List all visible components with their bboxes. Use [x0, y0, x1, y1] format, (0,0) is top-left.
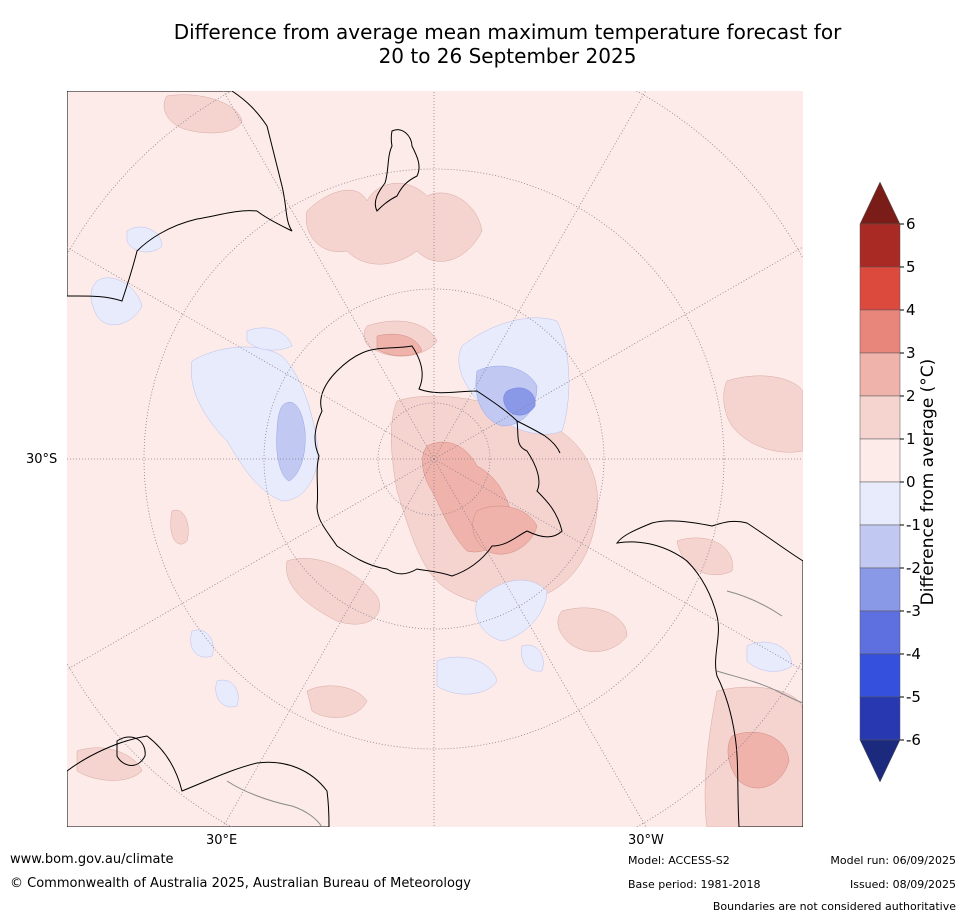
colorbar-tick-label: 3	[906, 344, 916, 362]
graticule	[67, 91, 803, 827]
chart-title: Difference from average mean maximum tem…	[80, 20, 935, 68]
footer-disclaimer: Boundaries are not considered authoritat…	[712, 900, 956, 913]
colorbar	[859, 182, 904, 782]
footer-model-run: Model run: 06/09/2025	[830, 854, 956, 867]
footer-website: www.bom.gov.au/climate	[10, 852, 174, 867]
colorbar-bin	[859, 610, 901, 655]
colorbar-tick-label: 6	[906, 215, 916, 233]
colorbar-bin	[859, 438, 901, 483]
anomaly-2-to-3-regions	[376, 333, 790, 789]
colorbar-tick-label: 2	[906, 387, 916, 405]
colorbar-bin	[859, 567, 901, 612]
footer-copyright: © Commonwealth of Australia 2025, Austra…	[10, 876, 471, 891]
colorbar-label: Difference from average (°C)	[918, 358, 938, 606]
anomaly-minus3-to-minus2-regions	[503, 387, 536, 416]
madagascar-coastline	[116, 736, 146, 766]
colorbar-bin	[859, 352, 901, 397]
colorbar-tick-label: -6	[906, 731, 921, 749]
label-30s: 30°S	[26, 452, 58, 467]
colorbar-bin	[859, 739, 901, 782]
footer-base-period: Base period: 1981-2018	[628, 878, 761, 891]
colorbar-tick-label: 4	[906, 301, 916, 319]
colorbar-bin	[859, 309, 901, 354]
colorbar-bin	[859, 696, 901, 741]
colorbar-tick-label: -5	[906, 688, 921, 706]
colorbar-bin	[859, 223, 901, 268]
colorbar-tick-label: -2	[906, 559, 921, 577]
title-line-1: Difference from average mean maximum tem…	[173, 20, 842, 44]
colorbar-tick-label: -3	[906, 602, 921, 620]
colorbar-tick-label: -4	[906, 645, 921, 663]
colorbar-tick-label: 0	[906, 473, 916, 491]
title-line-2: 20 to 26 September 2025	[378, 44, 637, 68]
colorbar-bin	[859, 182, 901, 225]
colorbar-bin	[859, 481, 901, 526]
antarctic-peninsula-coastline	[516, 420, 561, 454]
south-america-coastline	[615, 520, 803, 827]
colorbar-tick-label: 1	[906, 430, 916, 448]
colorbar-bin	[859, 395, 901, 440]
anomaly-map	[67, 91, 803, 827]
colorbar-tick-label: -1	[906, 516, 921, 534]
footer-issued: Issued: 08/09/2025	[849, 878, 956, 891]
colorbar-tick-label: 5	[906, 258, 916, 276]
colorbar-bin	[859, 653, 901, 698]
colorbar-bin	[859, 266, 901, 311]
africa-coastline	[67, 735, 330, 827]
label-30e: 30°E	[206, 833, 238, 848]
colorbar-bin	[859, 524, 901, 569]
antarctica-coastline	[314, 345, 563, 577]
national-borders	[226, 590, 803, 827]
australia-coastline	[67, 91, 293, 302]
footer-model: Model: ACCESS-S2	[628, 854, 730, 867]
label-30w: 30°W	[628, 833, 664, 848]
new-zealand-coastline	[374, 129, 420, 212]
